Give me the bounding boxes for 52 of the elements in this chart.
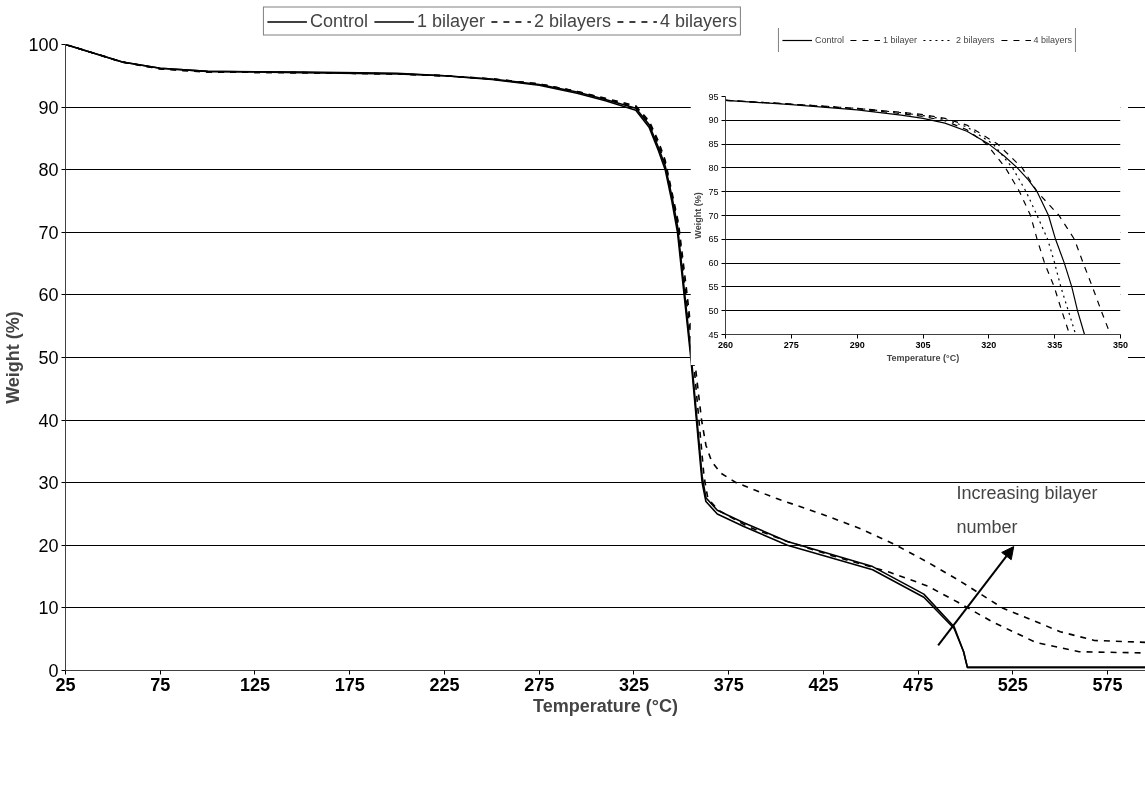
x-tick-label: 320 xyxy=(981,339,997,350)
x-tick-label: 125 xyxy=(239,674,270,695)
x-axis-title: Temperature (°C) xyxy=(886,352,960,363)
x-tick-label: 75 xyxy=(150,674,171,695)
x-tick-label: 575 xyxy=(1092,674,1123,695)
y-tick-label: 20 xyxy=(38,535,59,556)
y-tick-label: 65 xyxy=(708,234,719,245)
y-tick-label: 90 xyxy=(708,115,719,126)
y-tick-label: 100 xyxy=(28,35,59,55)
x-tick-label: 275 xyxy=(783,339,799,350)
y-tick-label: 45 xyxy=(708,329,719,340)
x-tick-label: 525 xyxy=(997,674,1028,695)
x-tick-label: 275 xyxy=(524,674,555,695)
y-tick-label: 55 xyxy=(708,281,719,292)
legend-label: Control xyxy=(309,10,368,32)
y-axis-title: Weight (%) xyxy=(3,311,24,404)
x-tick-label: 225 xyxy=(429,674,460,695)
legend-label: 2 bilayers xyxy=(955,35,995,45)
x-tick-label: 260 xyxy=(717,339,734,350)
legend-label: 4 bilayers xyxy=(660,10,738,32)
y-tick-label: 80 xyxy=(708,162,719,173)
legend-label: 2 bilayers xyxy=(533,10,612,32)
x-axis-title: Temperature (°C) xyxy=(533,695,678,716)
x-tick-label: 290 xyxy=(849,339,865,350)
legend-label: 4 bilayers xyxy=(1033,35,1073,45)
y-tick-label: 60 xyxy=(708,258,719,269)
legend-label: 1 bilayer xyxy=(882,35,917,45)
x-tick-label: 175 xyxy=(334,674,365,695)
legend-label: Control xyxy=(814,35,844,45)
y-tick-label: 85 xyxy=(708,139,719,150)
y-axis-title: Weight (%) xyxy=(693,192,704,239)
y-tick-label: 10 xyxy=(38,598,59,619)
x-tick-label: 375 xyxy=(713,674,744,695)
x-tick-label: 350 xyxy=(1112,339,1129,350)
y-tick-label: 80 xyxy=(38,160,59,181)
y-tick-label: 95 xyxy=(708,91,719,102)
y-tick-label: 30 xyxy=(38,473,59,494)
x-tick-label: 335 xyxy=(1047,339,1063,350)
y-tick-label: 50 xyxy=(708,305,719,316)
x-tick-label: 475 xyxy=(903,674,934,695)
x-tick-label: 425 xyxy=(808,674,839,695)
legend-label: 1 bilayer xyxy=(416,10,485,32)
x-tick-label: 305 xyxy=(915,339,931,350)
y-tick-label: 90 xyxy=(38,97,59,118)
y-tick-label: 75 xyxy=(708,186,719,197)
annotation: Increasing bilayer number xyxy=(956,482,1098,537)
y-tick-label: 40 xyxy=(38,410,59,431)
y-tick-label: 60 xyxy=(38,285,59,306)
y-tick-label: 70 xyxy=(708,210,719,221)
y-tick-label: 50 xyxy=(38,348,59,368)
y-tick-label: 70 xyxy=(38,222,59,243)
x-tick-label: 325 xyxy=(618,674,649,695)
